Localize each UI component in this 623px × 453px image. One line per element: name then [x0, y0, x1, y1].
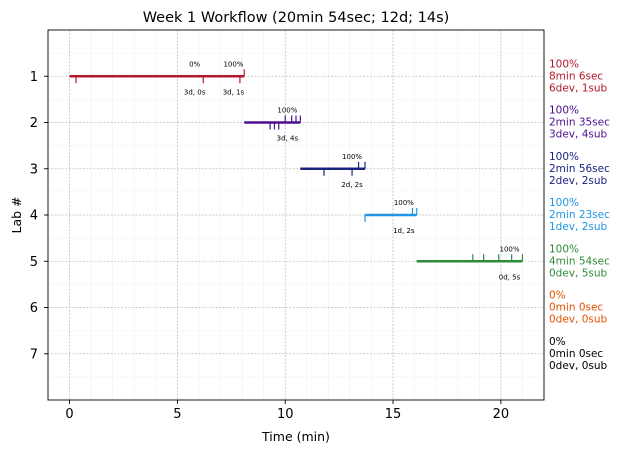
- x-tick-label: 20: [493, 407, 510, 422]
- x-tick-label: 0: [65, 407, 73, 422]
- lab-1-annotation: 3d, 1s: [223, 88, 245, 96]
- lab-3-summary-line: 2dev, 2sub: [549, 175, 608, 187]
- marks-layer: 0% 100% 3d, 0s 3d, 1s 100% 3d, 4s 100% 2d, 2s 10…: [69, 60, 524, 281]
- x-axis-label: Time (min): [261, 429, 330, 444]
- lab-2-annotation: 3d, 4s: [277, 135, 299, 143]
- lab-2-summary-line: 2min 35sec: [549, 117, 610, 129]
- y-tick-label: 5: [30, 255, 38, 270]
- lab-3-annotation: 2d, 2s: [341, 181, 363, 189]
- lab-1-summary-line: 8min 6sec: [549, 70, 603, 82]
- lab-4-summary-line: 2min 23sec: [549, 209, 610, 221]
- x-tick-label: 10: [277, 407, 294, 422]
- y-tick-label: 1: [30, 70, 38, 85]
- lab-1-summary-line: 6dev, 1sub: [549, 82, 608, 94]
- lab-4-summary-line: 100%: [549, 197, 579, 209]
- y-tick-label: 6: [30, 301, 38, 316]
- lab-2-summary-line: 100%: [549, 105, 579, 117]
- lab-4-summary-line: 1dev, 2sub: [549, 221, 608, 233]
- lab-7-summary-line: 0%: [549, 336, 566, 348]
- lab-3-summary-line: 100%: [549, 151, 579, 163]
- lab-4-annotation: 1d, 2s: [393, 227, 415, 235]
- y-tick-label: 3: [30, 162, 38, 177]
- y-axis-label: Lab #: [9, 196, 24, 233]
- lab-2-summary-line: 3dev, 4sub: [549, 129, 608, 141]
- y-tick-label: 7: [30, 347, 38, 362]
- lab-1-annotation: 3d, 0s: [184, 88, 206, 96]
- lab-6-summary-line: 0dev, 0sub: [549, 314, 608, 326]
- y-tick-label: 4: [30, 209, 38, 224]
- x-tick-label: 15: [385, 407, 402, 422]
- lab-5-annotation: 100%: [499, 245, 519, 253]
- lab-6-summary-line: 0%: [549, 290, 566, 302]
- lab-5-summary-line: 0dev, 5sub: [549, 267, 608, 279]
- chart-title: Week 1 Workflow (20min 54sec; 12d; 14s): [143, 10, 450, 26]
- lab-5-annotation: 0d, 5s: [499, 273, 521, 281]
- lab-1-annotation: 100%: [223, 60, 243, 68]
- grid-layer: [48, 30, 544, 400]
- x-tick-label: 5: [173, 407, 181, 422]
- axes-layer: 0 5 10 15 20 1 2 3 4 5 6 7: [30, 29, 545, 422]
- lab-7-summary-line: 0min 0sec: [549, 348, 603, 360]
- lab-5-summary-line: 4min 54sec: [549, 255, 610, 267]
- lab-7-summary-line: 0dev, 0sub: [549, 360, 608, 372]
- lab-1-summary-line: 100%: [549, 58, 579, 70]
- lab-4-annotation: 100%: [394, 199, 414, 207]
- lab-3-annotation: 100%: [342, 153, 362, 161]
- y-tick-label: 2: [30, 116, 38, 131]
- lab-2-annotation: 100%: [277, 107, 297, 115]
- lab-5-summary-line: 100%: [549, 243, 579, 255]
- lab-1-annotation: 0%: [189, 60, 200, 68]
- lab-6-summary-line: 0min 0sec: [549, 302, 603, 314]
- lab-3-summary-line: 2min 56sec: [549, 163, 610, 175]
